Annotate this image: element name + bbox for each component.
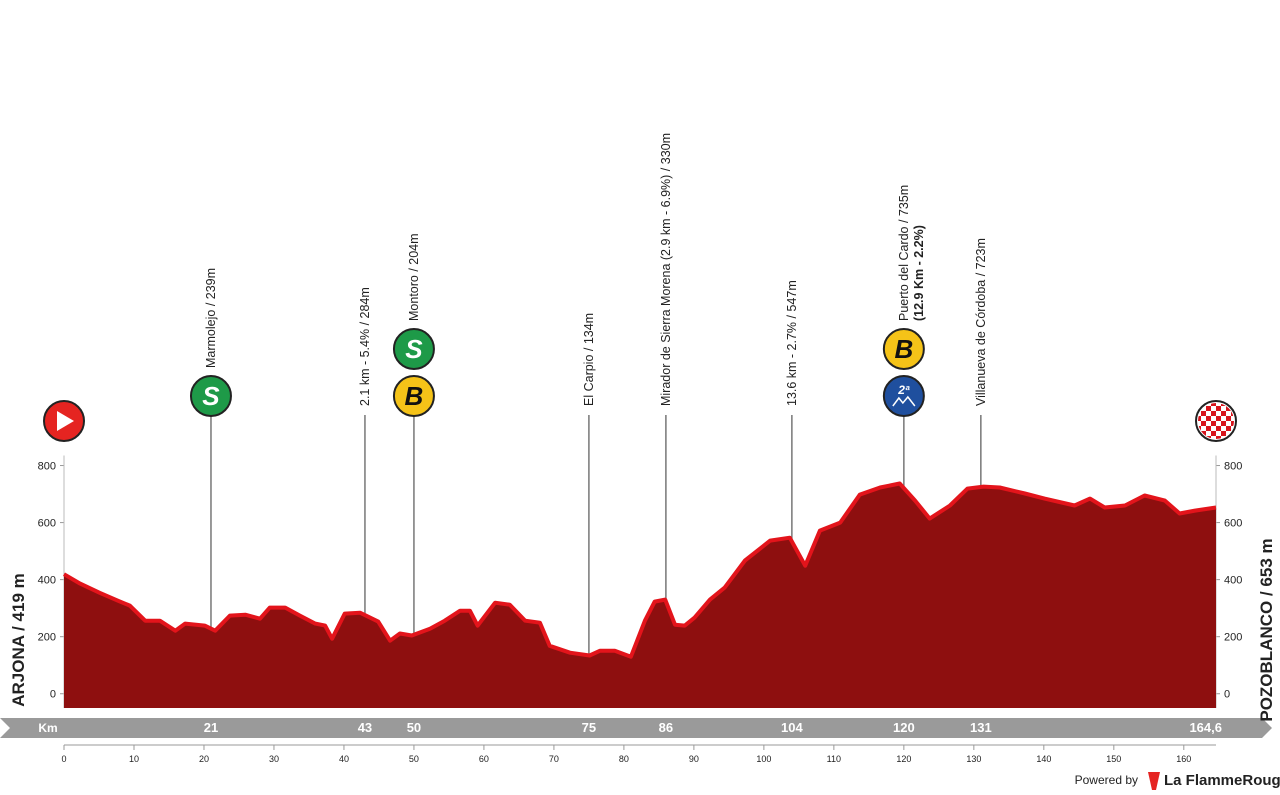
x-tick-label: 70 [549, 754, 559, 764]
km-label: Km [38, 721, 57, 735]
checker-square [1221, 411, 1226, 416]
checker-square [1211, 411, 1216, 416]
km-marker: 104 [781, 720, 803, 735]
annotation-text: 2.1 km - 5.4% / 284m [358, 287, 372, 406]
annotation-subtext: (12.9 Km - 2.2%) [912, 225, 926, 321]
annotation-text: El Carpio / 134m [582, 313, 596, 406]
x-tick-label: 40 [339, 754, 349, 764]
annotation-text: 13.6 km - 2.7% / 547m [785, 280, 799, 406]
x-tick-label: 150 [1106, 754, 1121, 764]
y-tick-label: 200 [1224, 632, 1242, 644]
checker-square [1201, 431, 1206, 436]
checker-square [1198, 416, 1201, 421]
km-marker: 21 [204, 720, 218, 735]
km-marker: 75 [582, 720, 596, 735]
checker-square [1216, 416, 1221, 421]
finish-icon [1195, 400, 1237, 442]
x-tick-label: 0 [61, 754, 66, 764]
km-marker: 86 [659, 720, 673, 735]
x-tick-label: 90 [689, 754, 699, 764]
km-marker: 50 [407, 720, 421, 735]
annotation-text: Villanueva de Córdoba / 723m [974, 238, 988, 406]
checker-square [1201, 421, 1206, 426]
km-marker: 43 [358, 720, 372, 735]
km-bar [0, 718, 1272, 738]
start-icon [43, 400, 85, 442]
checker-square [1226, 416, 1231, 421]
y-tick-label: 800 [38, 461, 56, 473]
checker-square [1206, 406, 1211, 411]
checker-square [1231, 421, 1234, 426]
icon-text: S [405, 334, 423, 364]
checker-square [1216, 436, 1221, 439]
icon [189, 375, 232, 417]
y-tick-label: 400 [1224, 575, 1242, 587]
x-tick-label: 10 [129, 754, 139, 764]
y-tick-label: 200 [38, 632, 56, 644]
km-marker: 131 [970, 720, 992, 735]
y-tick-label: 0 [1224, 689, 1230, 701]
y-tick-label: 400 [38, 575, 56, 587]
x-tick-label: 160 [1176, 754, 1191, 764]
checker-square [1211, 403, 1216, 406]
profile-area [64, 483, 1216, 708]
x-tick-label: 20 [199, 754, 209, 764]
checker-square [1226, 426, 1231, 431]
start-label: ARJONA / 419 m [9, 573, 28, 707]
brand: La FlammeRouge [1164, 772, 1280, 789]
checker-square [1206, 426, 1211, 431]
x-tick-label: 30 [269, 754, 279, 764]
checker-square [1201, 411, 1206, 416]
icon [392, 375, 435, 417]
x-tick-label: 100 [756, 754, 771, 764]
checker-square [1216, 406, 1221, 411]
checker-square [1206, 416, 1211, 421]
annotation-text: Montoro / 204m [407, 233, 421, 321]
y-tick-label: 0 [50, 689, 56, 701]
x-tick-label: 50 [409, 754, 419, 764]
x-tick-label: 60 [479, 754, 489, 764]
icon-text: S [202, 381, 220, 411]
icon-text: B [894, 334, 913, 364]
icon [882, 375, 925, 417]
annotation-text: Puerto del Cardo / 735m [897, 185, 911, 321]
km-marker: 120 [893, 720, 915, 735]
powered-by: Powered by [1075, 773, 1138, 787]
mountain-glyph [892, 395, 916, 407]
icon [392, 328, 435, 370]
icon [882, 328, 925, 370]
icon-text: B [405, 381, 424, 411]
y-tick-label: 600 [38, 518, 56, 530]
checker-square [1231, 403, 1234, 406]
y-tick-label: 800 [1224, 461, 1242, 473]
checker-square [1198, 436, 1201, 439]
x-tick-label: 140 [1036, 754, 1051, 764]
brand-logo [1148, 772, 1160, 790]
annotation-text: Mirador de Sierra Morena (2.9 km - 6.9%)… [659, 133, 673, 406]
checker-square [1211, 421, 1216, 426]
icon-text: 2ª [897, 383, 910, 397]
x-tick-label: 130 [966, 754, 981, 764]
finish-label: POZOBLANCO / 653 m [1257, 538, 1276, 721]
y-tick-label: 600 [1224, 518, 1242, 530]
checker-square [1211, 431, 1216, 436]
annotation-text: Marmolejo / 239m [204, 268, 218, 368]
checker-square [1221, 431, 1226, 436]
checker-square [1216, 426, 1221, 431]
profile-edge [62, 481, 1217, 659]
x-tick-label: 120 [896, 754, 911, 764]
checker-square [1226, 406, 1231, 411]
checker-square [1221, 421, 1226, 426]
km-marker: 164,6 [1189, 720, 1222, 735]
x-tick-label: 110 [827, 754, 841, 764]
x-tick-label: 80 [619, 754, 629, 764]
